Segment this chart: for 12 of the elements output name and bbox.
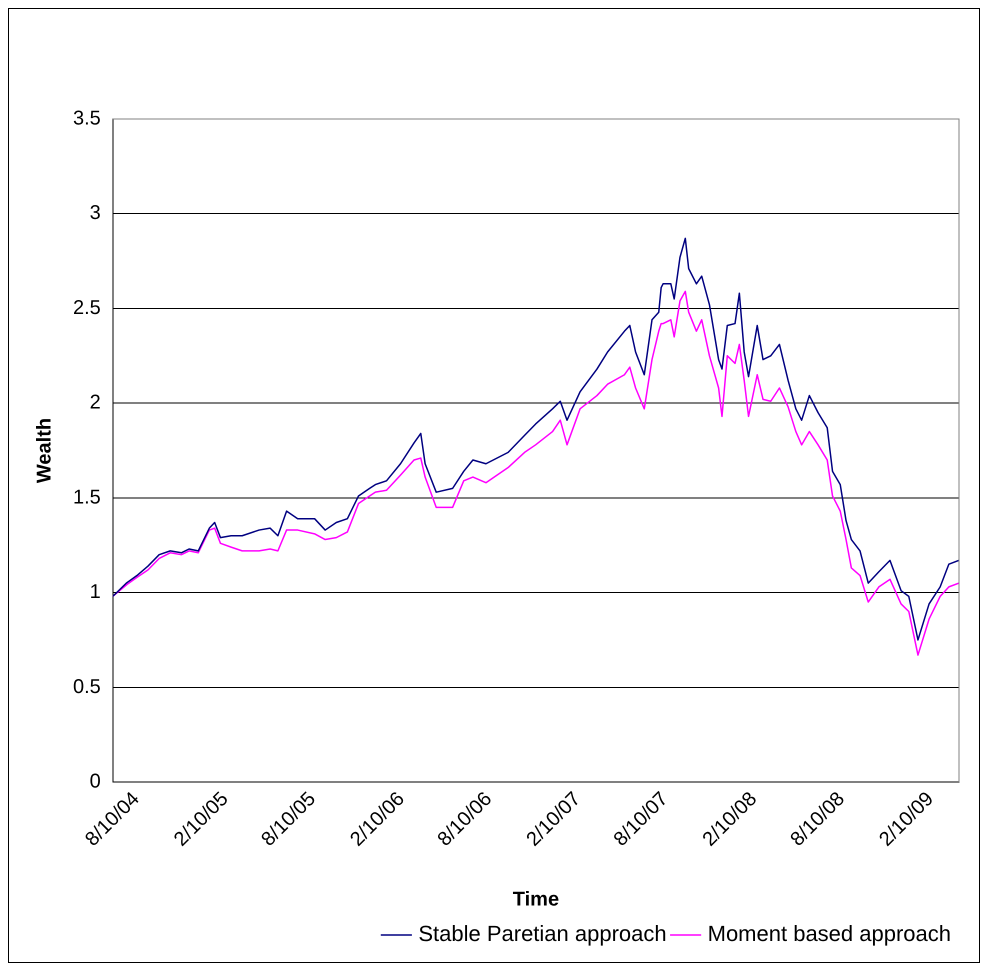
- legend-label: Moment based approach: [708, 921, 951, 946]
- y-tick-label: 1: [90, 581, 101, 604]
- y-tick-label: 3.5: [72, 108, 101, 130]
- y-axis-title: Wealth: [34, 418, 56, 484]
- y-tick-label: 2.5: [72, 296, 101, 319]
- y-tick-label: 1.5: [72, 486, 101, 508]
- y-tick-label: 3: [90, 202, 101, 224]
- y-tick-label: 2: [90, 392, 101, 414]
- y-tick-label: 0.5: [72, 676, 101, 698]
- x-axis-title: Time: [512, 888, 560, 911]
- y-tick-label: 0: [90, 770, 101, 793]
- legend-label: Stable Paretian approach: [418, 921, 667, 946]
